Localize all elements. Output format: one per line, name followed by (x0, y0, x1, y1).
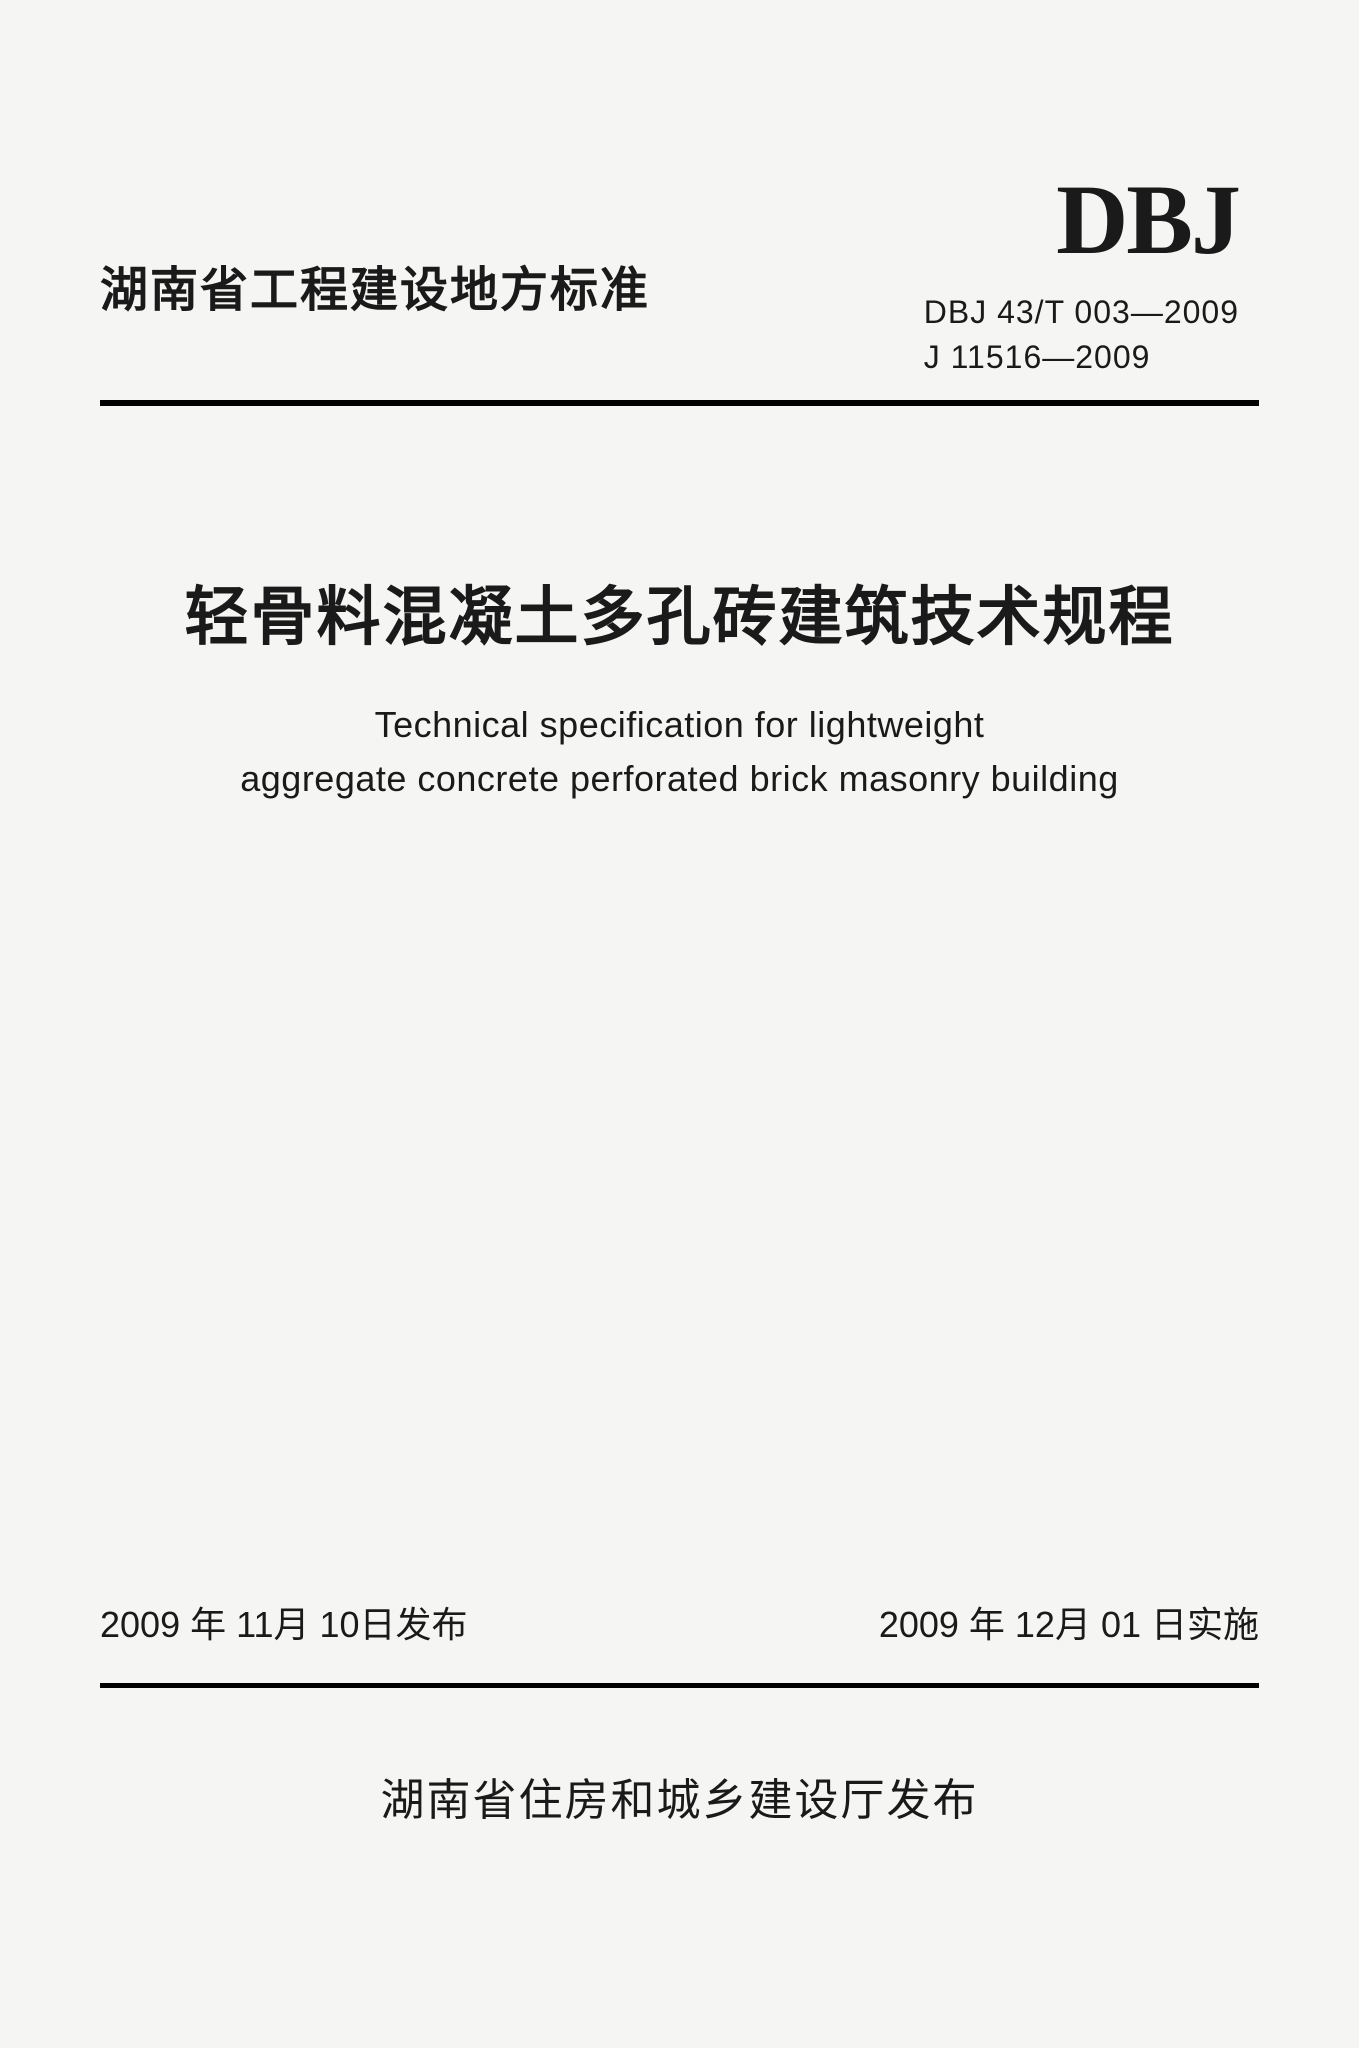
header-divider (100, 400, 1259, 406)
dates-section: 2009 年 11月 10日发布 2009 年 12月 01 日实施 (100, 1596, 1259, 1668)
issue-date: 2009 年 11月 10日发布 (100, 1596, 468, 1648)
publisher: 湖南省住房和城乡建设厅发布 (0, 1764, 1359, 1828)
dates-divider (100, 1683, 1259, 1688)
title-english-line2: aggregate concrete perforated brick maso… (100, 752, 1259, 806)
effective-date: 2009 年 12月 01 日实施 (879, 1596, 1259, 1648)
header-right-block: DBJ DBJ 43/T 003—2009 J 11516—2009 (924, 170, 1259, 380)
standard-category: 湖南省工程建设地方标准 (100, 250, 650, 380)
code-secondary: J 11516—2009 (924, 335, 1239, 380)
title-chinese: 轻骨料混凝土多孔砖建筑技术规程 (100, 566, 1259, 658)
logo-text: DBJ (924, 170, 1239, 270)
title-english-line1: Technical specification for lightweight (100, 698, 1259, 752)
title-section: 轻骨料混凝土多孔砖建筑技术规程 Technical specification … (100, 566, 1259, 806)
code-primary: DBJ 43/T 003—2009 (924, 290, 1239, 335)
header-section: 湖南省工程建设地方标准 DBJ DBJ 43/T 003—2009 J 1151… (100, 0, 1259, 400)
